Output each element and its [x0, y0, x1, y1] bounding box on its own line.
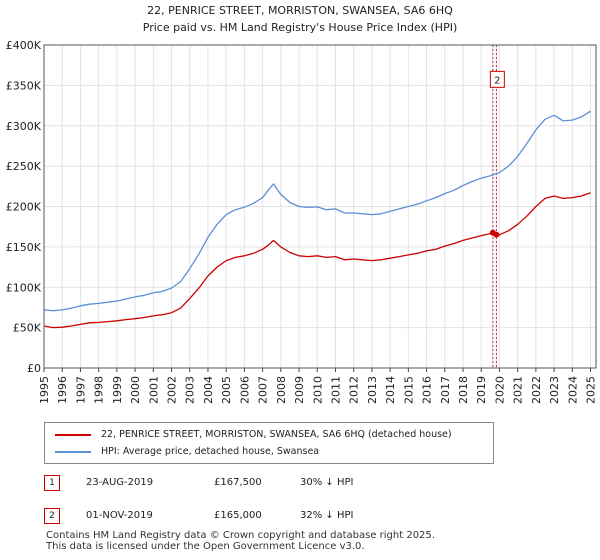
footer-copyright: Contains HM Land Registry data © Crown c…: [46, 530, 435, 541]
x-tick-label: 2007: [257, 376, 270, 404]
x-tick-label: 2023: [548, 376, 561, 404]
y-tick-label: £250K: [6, 160, 42, 173]
legend: 22, PENRICE STREET, MORRISTON, SWANSEA, …: [44, 422, 494, 464]
x-tick-label: 2017: [439, 376, 452, 404]
y-tick-label: £200K: [6, 201, 42, 214]
x-tick-label: 2000: [129, 376, 142, 404]
x-tick-label: 2020: [493, 376, 506, 404]
transaction-hpi-delta: 30% ↓ HPI: [300, 477, 354, 488]
transaction-date: 23-AUG-2019: [86, 477, 154, 488]
x-tick-label: 2010: [311, 376, 324, 404]
x-tick-label: 2014: [384, 376, 397, 404]
legend-label-property: 22, PENRICE STREET, MORRISTON, SWANSEA, …: [101, 429, 452, 440]
chart-title: 22, PENRICE STREET, MORRISTON, SWANSEA, …: [147, 4, 453, 17]
x-tick-label: 2004: [202, 376, 215, 404]
footer: Contains HM Land Registry data © Crown c…: [46, 530, 435, 552]
footer-licence: This data is licensed under the Open Gov…: [46, 541, 365, 552]
transaction-marker: 2: [44, 508, 60, 524]
price-chart: 22, PENRICE STREET, MORRISTON, SWANSEA, …: [6, 4, 598, 404]
x-tick-label: 1995: [38, 376, 51, 404]
plot-frame: [43, 44, 597, 369]
x-tick-label: 2003: [184, 376, 197, 404]
event-marker-box: [489, 70, 505, 88]
y-tick-label: £50K: [13, 322, 42, 335]
x-tick-label: 2021: [512, 376, 525, 404]
x-tick-label: 2022: [530, 376, 543, 404]
event-marker-label: 2: [494, 75, 500, 86]
transaction-price: £167,500: [214, 477, 262, 488]
x-tick-label: 2024: [566, 376, 579, 404]
sale-point: [493, 231, 500, 238]
transaction-date: 01-NOV-2019: [86, 510, 153, 521]
x-tick-label: 2013: [366, 376, 379, 404]
x-tick-label: 2012: [348, 376, 361, 404]
y-tick-label: £100K: [6, 281, 42, 294]
transaction-price: £165,000: [214, 510, 262, 521]
x-tick-label: 2006: [238, 376, 251, 404]
legend-swatch-property: [55, 434, 91, 436]
y-tick-label: £150K: [6, 241, 42, 254]
x-tick-label: 1999: [111, 376, 124, 404]
x-tick-label: 1998: [93, 376, 106, 404]
x-tick-label: 2001: [147, 376, 160, 404]
x-tick-label: 2011: [329, 376, 342, 404]
x-tick-label: 2008: [275, 376, 288, 404]
y-tick-label: £350K: [6, 79, 42, 92]
x-tick-label: 1996: [56, 376, 69, 404]
x-tick-label: 2005: [220, 376, 233, 404]
x-tick-label: 2018: [457, 376, 470, 404]
x-tick-label: 2002: [166, 376, 179, 404]
hpi-line: [43, 110, 591, 312]
y-tick-label: £400K: [6, 39, 42, 52]
x-tick-label: 1997: [74, 376, 87, 404]
x-tick-label: 2015: [402, 376, 415, 404]
x-tick-label: 2025: [585, 376, 598, 404]
legend-swatch-hpi: [55, 451, 91, 453]
y-tick-label: £0: [27, 362, 41, 375]
y-tick-label: £300K: [6, 120, 42, 133]
transaction-marker: 1: [44, 475, 60, 491]
legend-label-hpi: HPI: Average price, detached house, Swan…: [101, 446, 320, 457]
transaction-hpi-delta: 32% ↓ HPI: [300, 510, 354, 521]
x-tick-label: 2016: [421, 376, 434, 404]
x-tick-label: 2009: [293, 376, 306, 404]
chart-subtitle: Price paid vs. HM Land Registry's House …: [143, 21, 458, 34]
x-tick-label: 2019: [475, 376, 488, 404]
